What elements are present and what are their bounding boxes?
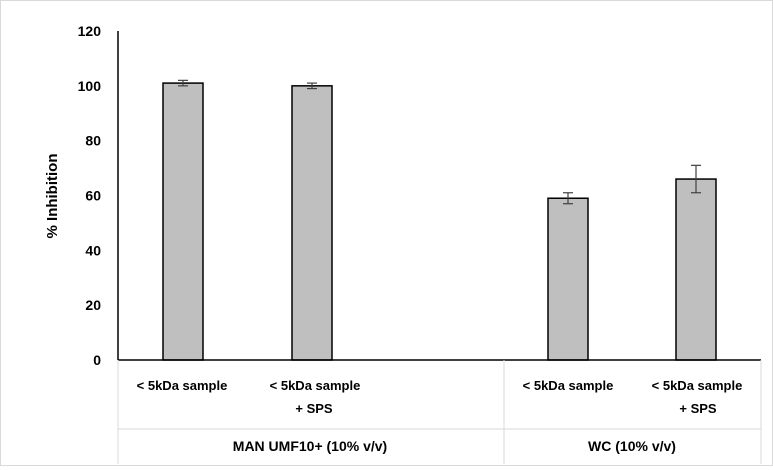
bars [162,82,717,361]
category-label: < 5kDa sample [652,378,743,393]
category-label-line2: + SPS [679,401,717,416]
bar [162,82,204,361]
bar [547,197,589,361]
y-tick-label: 80 [85,133,101,149]
y-tick-label: 60 [85,188,101,204]
y-tick-label: 100 [78,78,102,94]
category-labels: < 5kDa sample < 5kDa sample + SPS < 5kDa sa… [137,378,743,416]
axes [117,31,762,464]
y-tick-label: 40 [85,242,101,258]
y-tick-label: 120 [78,23,102,39]
y-axis-ticks: 0 20 40 60 80 100 120 [78,23,102,368]
group-label: WC (10% v/v) [588,438,676,454]
y-axis-title: % Inhibition [44,154,61,239]
bar [675,178,717,361]
category-label: < 5kDa sample [523,378,614,393]
group-label: MAN UMF10+ (10% v/v) [233,438,387,454]
group-labels: MAN UMF10+ (10% v/v) WC (10% v/v) [233,438,676,454]
category-label: < 5kDa sample [270,378,361,393]
category-label: < 5kDa sample [137,378,228,393]
bar [291,85,333,361]
category-label-line2: + SPS [295,401,333,416]
y-tick-label: 20 [85,297,101,313]
error-bars [178,79,701,205]
y-tick-label: 0 [93,352,101,368]
